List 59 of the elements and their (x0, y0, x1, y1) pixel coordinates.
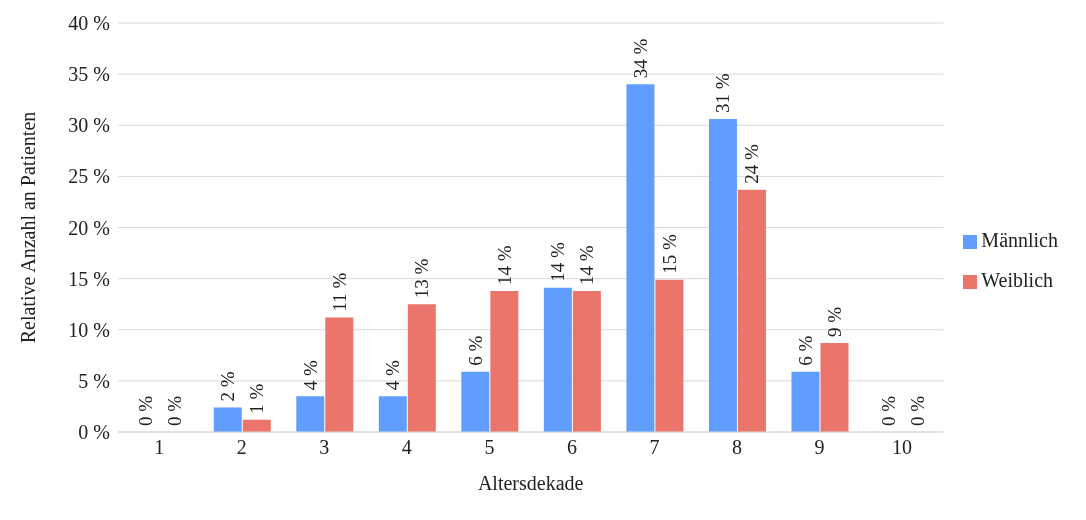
x-tick-label: 10 (892, 436, 913, 459)
data-label: 14 % (576, 245, 598, 285)
x-tick-label: 7 (649, 436, 660, 459)
bar (820, 343, 849, 432)
bar (213, 407, 242, 432)
y-tick-label: 10 % (68, 318, 110, 341)
bar (325, 317, 354, 432)
y-tick-label: 15 % (68, 267, 110, 290)
y-tick-label: 0 % (78, 421, 110, 444)
x-tick-label: 9 (814, 436, 825, 459)
bar (791, 371, 820, 432)
bar (708, 119, 737, 432)
y-tick-label: 30 % (68, 114, 110, 137)
bar (242, 419, 271, 432)
data-label: 34 % (629, 38, 651, 79)
bar (626, 84, 655, 432)
data-label: 4 % (382, 359, 404, 391)
data-label: 14 % (493, 245, 515, 285)
bar (655, 279, 684, 432)
data-label: 15 % (658, 233, 680, 274)
bar (737, 189, 766, 432)
data-label: 4 % (299, 359, 321, 391)
data-label: 11 % (328, 272, 350, 312)
bar (490, 290, 519, 432)
data-label: 0 % (906, 395, 928, 426)
data-label: 24 % (741, 143, 763, 184)
x-tick-label: 1 (154, 436, 165, 459)
data-label: 0 % (163, 395, 185, 426)
y-tick-label: 35 % (68, 63, 110, 86)
data-label: 1 % (246, 383, 268, 414)
x-tick-label: 6 (566, 436, 577, 459)
y-tick-label: 25 % (68, 165, 110, 188)
x-axis-title: Altersdekade (477, 472, 584, 494)
bar (296, 396, 325, 432)
bar (461, 371, 490, 432)
data-label: 0 % (877, 395, 899, 426)
y-tick-label: 40 % (68, 12, 110, 35)
x-tick-label: 2 (236, 436, 247, 459)
bar (378, 396, 407, 432)
y-tick-label: 20 % (68, 216, 110, 239)
legend-label: Weiblich (981, 269, 1054, 291)
y-axis-title: Relative Anzahl an Patienten (17, 111, 40, 344)
x-tick-label: 5 (484, 436, 495, 459)
y-tick-label: 5 % (78, 369, 110, 392)
data-label: 31 % (712, 73, 734, 114)
x-tick-label: 8 (732, 436, 743, 459)
bar (407, 304, 436, 432)
data-label: 0 % (134, 395, 156, 426)
legend-label: Männlich (981, 229, 1058, 251)
x-tick-label: 3 (319, 436, 330, 459)
data-label: 13 % (411, 258, 433, 299)
bar (543, 287, 572, 432)
data-label: 14 % (547, 242, 569, 282)
data-label: 9 % (823, 306, 845, 338)
x-tick-label: 4 (401, 436, 412, 459)
data-label: 6 % (794, 335, 816, 366)
data-label: 2 % (217, 371, 239, 402)
data-label: 6 % (464, 335, 486, 366)
bar (572, 290, 601, 432)
